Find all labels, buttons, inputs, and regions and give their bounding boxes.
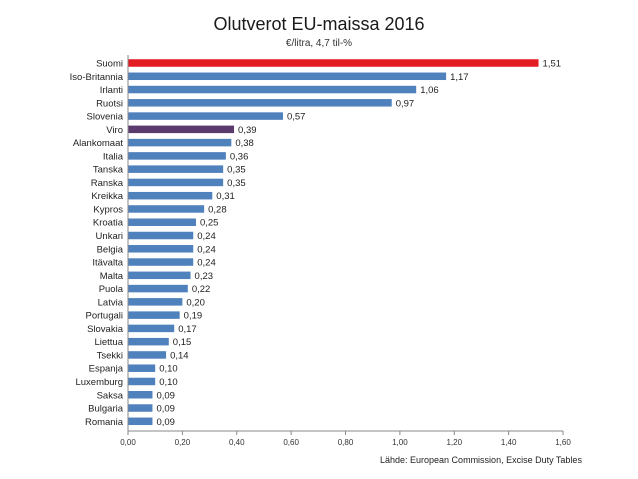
data-label: 0,35 xyxy=(227,165,246,176)
bar xyxy=(128,258,194,266)
category-label: Irlanti xyxy=(100,85,123,96)
category-label: Tanska xyxy=(93,165,124,176)
bar xyxy=(128,112,283,120)
x-tick-label: 0,60 xyxy=(283,438,299,447)
category-label: Liettua xyxy=(94,337,123,348)
category-label: Portugali xyxy=(86,311,124,322)
data-label: 0,24 xyxy=(197,231,216,242)
category-label: Viro xyxy=(106,125,123,136)
category-label: Malta xyxy=(100,271,124,282)
category-label: Luxemburg xyxy=(75,377,123,388)
category-label: Slovenia xyxy=(87,112,124,123)
bar xyxy=(128,165,224,173)
bar xyxy=(128,324,175,333)
category-label: Latvia xyxy=(98,297,124,308)
category-label: Kroatia xyxy=(93,218,124,229)
bar xyxy=(128,125,235,134)
bar xyxy=(128,337,169,346)
bar xyxy=(128,298,183,306)
bar xyxy=(128,404,153,412)
data-label: 0,24 xyxy=(197,258,216,269)
category-label: Kreikka xyxy=(91,191,123,202)
data-label: 0,22 xyxy=(192,284,211,295)
bar xyxy=(128,417,153,426)
category-label: Alankomaat xyxy=(73,138,124,149)
bar xyxy=(128,85,417,94)
chart-subtitle: €/litra, 4,7 til-% xyxy=(285,38,353,49)
bar xyxy=(128,191,213,200)
data-label: 0,31 xyxy=(216,191,235,202)
bar xyxy=(128,377,156,386)
x-tick-label: 1,20 xyxy=(446,438,462,447)
data-label: 0,10 xyxy=(159,377,178,388)
x-tick-label: 0,80 xyxy=(338,438,354,447)
bar xyxy=(128,391,153,399)
bar xyxy=(128,59,539,67)
bar xyxy=(128,245,194,253)
category-label: Slovakia xyxy=(87,324,124,335)
data-label: 0,09 xyxy=(156,417,175,428)
bar xyxy=(128,364,156,372)
data-label: 0,57 xyxy=(287,112,306,123)
x-tick-label: 1,00 xyxy=(392,438,408,447)
category-label: Bulgaria xyxy=(88,404,124,415)
data-label: 0,20 xyxy=(186,297,205,308)
category-label: Unkari xyxy=(96,231,123,242)
x-tick-label: 1,60 xyxy=(555,438,571,447)
data-label: 0,15 xyxy=(173,337,192,348)
x-tick-label: 0,40 xyxy=(229,438,245,447)
bar xyxy=(128,271,191,280)
bar xyxy=(128,311,180,319)
data-label: 0,97 xyxy=(396,98,415,109)
category-label: Ruotsi xyxy=(96,98,123,109)
category-label: Suomi xyxy=(96,59,123,70)
category-label: Espanja xyxy=(89,364,124,375)
data-label: 0,17 xyxy=(178,324,197,335)
data-label: 1,17 xyxy=(450,72,469,83)
category-label: Iso-Britannia xyxy=(70,72,124,83)
category-label: Belgia xyxy=(97,244,124,255)
category-label: Tsekki xyxy=(97,350,123,361)
category-label: Saksa xyxy=(97,390,124,401)
x-tick-label: 1,40 xyxy=(501,438,517,447)
data-label: 0,36 xyxy=(230,151,249,162)
data-label: 0,23 xyxy=(195,271,214,282)
bar xyxy=(128,351,167,359)
x-tick-label: 0,20 xyxy=(175,438,191,447)
data-label: 1,06 xyxy=(420,85,439,96)
data-label: 0,24 xyxy=(197,244,216,255)
data-label: 0,35 xyxy=(227,178,246,189)
category-label: Itävalta xyxy=(92,258,123,269)
data-label: 0,19 xyxy=(184,311,203,322)
data-label: 0,09 xyxy=(156,404,175,415)
data-label: 0,14 xyxy=(170,350,189,361)
x-tick-label: 0,00 xyxy=(120,438,136,447)
data-label: 0,10 xyxy=(159,364,178,375)
category-label: Italia xyxy=(103,151,124,162)
bar xyxy=(128,231,194,240)
category-label: Puola xyxy=(99,284,124,295)
bar xyxy=(128,284,188,293)
category-label: Ranska xyxy=(91,178,124,189)
category-label: Romania xyxy=(85,417,124,428)
bar xyxy=(128,178,224,187)
bar xyxy=(128,152,226,160)
category-label: Kypros xyxy=(93,204,123,215)
data-label: 0,39 xyxy=(238,125,257,136)
chart-title: Olutverot EU-maissa 2016 xyxy=(213,14,425,34)
bar xyxy=(128,72,447,81)
chart-source: Lähde: European Commission, Excise Duty … xyxy=(380,455,582,465)
bar xyxy=(128,205,205,213)
data-label: 0,09 xyxy=(156,390,175,401)
bar xyxy=(128,99,392,107)
bar xyxy=(128,138,232,147)
data-label: 0,28 xyxy=(208,204,227,215)
data-label: 1,51 xyxy=(543,59,562,70)
data-label: 0,25 xyxy=(200,218,219,229)
bar xyxy=(128,218,196,226)
data-label: 0,38 xyxy=(235,138,254,149)
